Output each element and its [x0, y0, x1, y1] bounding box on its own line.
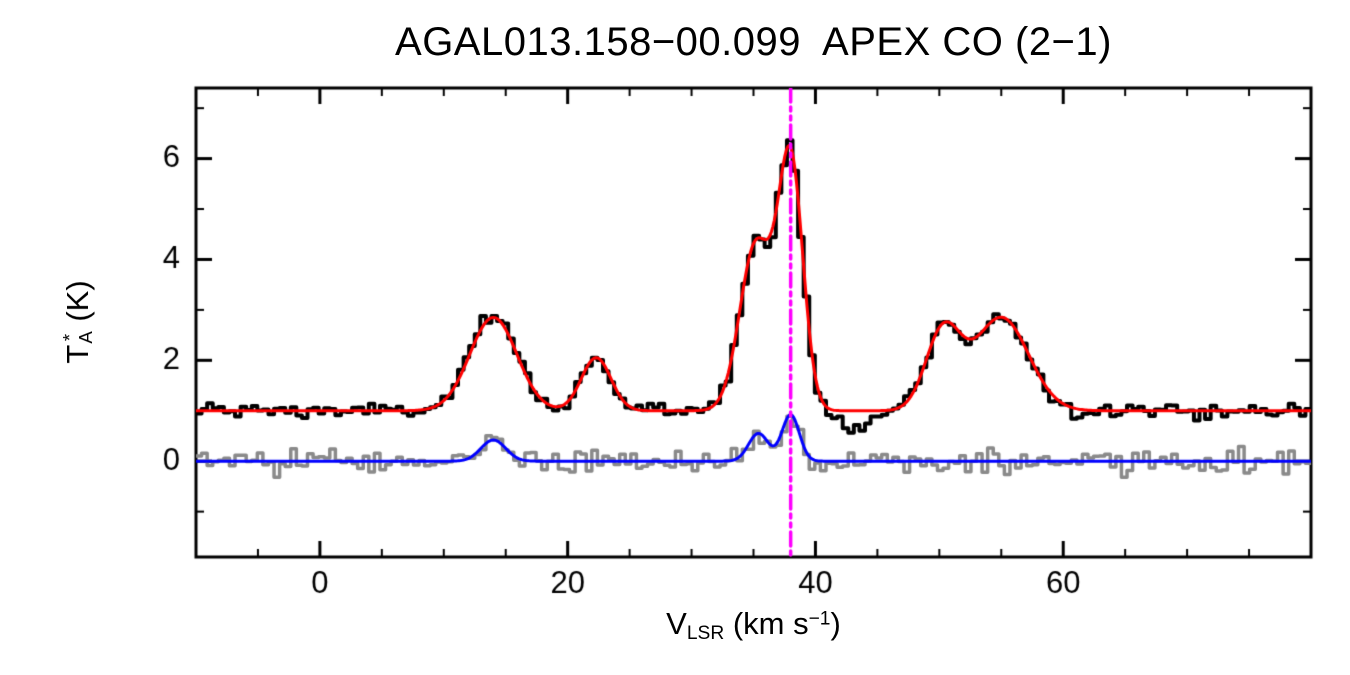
x-axis-label-unit-pre: (km s	[724, 606, 809, 641]
x-axis-label: VLSR (km s−1)	[196, 606, 1311, 645]
x-axis-label-unit-post: )	[830, 606, 841, 641]
x-axis-label-superscript: −1	[808, 608, 831, 630]
chart-title: AGAL013.158−00.099 APEX CO (2−1)	[395, 20, 1112, 64]
y-axis-label: T * A (K)	[59, 280, 96, 364]
x-axis-label-subscript: LSR	[686, 622, 725, 644]
y-axis-label-subsup: * A	[59, 331, 96, 344]
y-axis-label-symbol: T	[60, 344, 95, 364]
x-axis-label-symbol: V	[666, 606, 687, 641]
y-axis-label-unit: (K)	[60, 280, 95, 331]
